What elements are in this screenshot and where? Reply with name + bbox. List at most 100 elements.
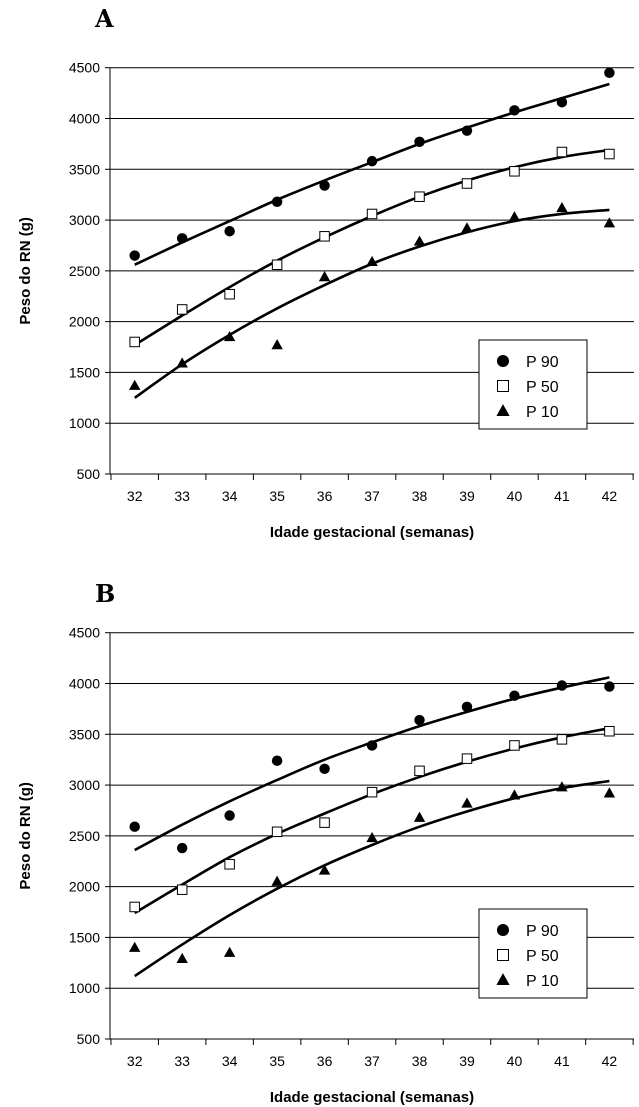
data-point [413, 235, 426, 246]
y-tick-label: 1500 [69, 364, 100, 380]
chart-panel-a: A 500 1000 1500 2000 2500 3000 3500 4000 4500 32 3… [0, 0, 639, 545]
data-point [271, 755, 283, 766]
data-point [271, 196, 283, 208]
data-point [223, 330, 236, 342]
y-tick-label: 2000 [69, 879, 100, 895]
data-point [509, 690, 520, 701]
data-point [461, 797, 473, 808]
data-point [508, 789, 521, 800]
y-tick-label: 4000 [69, 110, 100, 126]
x-tick-label: 39 [459, 488, 475, 504]
data-point [496, 973, 510, 985]
x-tick-label: 37 [364, 488, 380, 504]
legend-label: P 90 [526, 354, 559, 371]
data-point [176, 304, 188, 315]
chart-b-svg: 500 1000 1500 2000 2500 3000 3500 4000 4500 32 33 3… [17, 625, 634, 1106]
x-tick-label: 35 [269, 1053, 285, 1069]
y-tick-label: 4500 [69, 60, 100, 76]
x-tick-label: 34 [222, 1053, 238, 1069]
legend-box [478, 908, 588, 999]
trend-line [133, 779, 610, 978]
y-tick-label: 2000 [69, 314, 100, 330]
x-tick-label: 35 [269, 488, 285, 504]
data-point [414, 191, 425, 202]
trend-line [134, 82, 610, 266]
y-axis-label: Peso do RN (g) [17, 782, 34, 890]
data-point [496, 923, 510, 937]
data-point [176, 233, 188, 244]
data-point [366, 208, 378, 220]
data-point [366, 155, 378, 167]
data-point [556, 734, 568, 745]
x-tick-label: 32 [127, 1053, 143, 1069]
x-axis-label: Idade gestacional (semanas) [270, 1089, 474, 1106]
trend-line [134, 726, 610, 915]
data-point [318, 864, 331, 875]
data-point [461, 701, 473, 713]
x-tick-label: 40 [507, 1053, 523, 1069]
y-tick-label: 500 [77, 466, 101, 482]
data-point [129, 250, 140, 261]
y-tick-label: 4500 [69, 625, 100, 641]
x-tick-label: 38 [412, 1053, 428, 1069]
x-tick-label: 33 [174, 488, 190, 504]
data-point [176, 842, 188, 854]
panel-letter: A [95, 4, 114, 33]
data-point [129, 821, 140, 832]
data-point [176, 357, 188, 368]
data-point [366, 255, 378, 266]
chart-a-svg: 500 1000 1500 2000 2500 3000 3500 4000 4500 32 33 3… [17, 60, 634, 541]
data-point [319, 817, 330, 828]
x-tick-label: 41 [554, 1053, 570, 1069]
data-point [319, 763, 330, 775]
data-point [556, 146, 568, 158]
x-tick-label: 42 [602, 488, 618, 504]
data-point [413, 811, 426, 822]
data-point [129, 901, 140, 913]
data-point [129, 379, 141, 390]
data-point [366, 740, 378, 751]
data-point [461, 125, 473, 136]
y-tick-label: 3000 [69, 777, 100, 793]
data-point [509, 740, 520, 751]
data-point [129, 336, 140, 348]
data-point [496, 354, 510, 368]
x-tick-label: 37 [364, 1053, 380, 1069]
data-point [414, 714, 425, 726]
data-point [414, 765, 425, 777]
x-tick-label: 36 [317, 1053, 333, 1069]
data-point [176, 884, 188, 895]
data-point [129, 941, 141, 952]
data-point [319, 180, 330, 191]
data-point [318, 271, 331, 282]
x-tick-label: 34 [222, 488, 238, 504]
chart-panel-b: B 500 1000 1500 2000 2500 3000 3500 4000 4500 32 3… [0, 575, 639, 1107]
data-point [603, 217, 616, 228]
data-point [224, 226, 235, 237]
y-tick-label: 4000 [69, 675, 100, 691]
data-point [603, 787, 616, 798]
data-point [556, 201, 568, 213]
data-point [176, 952, 188, 964]
y-tick-label: 1500 [69, 929, 100, 945]
data-point [461, 222, 473, 233]
x-tick-label: 36 [317, 488, 333, 504]
y-tick-label: 1000 [69, 980, 100, 996]
data-point [556, 781, 568, 792]
y-tick-label: 3500 [69, 726, 100, 742]
data-point [224, 859, 235, 870]
data-point [604, 681, 615, 692]
y-tick-label: 1000 [69, 415, 100, 431]
data-point [366, 786, 378, 798]
data-point [223, 946, 236, 957]
data-point [319, 231, 330, 242]
data-point [271, 339, 283, 350]
legend-label: P 10 [526, 404, 559, 421]
legend-label: P 10 [526, 973, 559, 990]
x-tick-label: 42 [602, 1053, 618, 1069]
data-point [414, 136, 425, 148]
data-point [604, 148, 615, 160]
x-tick-label: 32 [127, 488, 143, 504]
data-point [604, 67, 615, 79]
x-tick-label: 41 [554, 488, 570, 504]
